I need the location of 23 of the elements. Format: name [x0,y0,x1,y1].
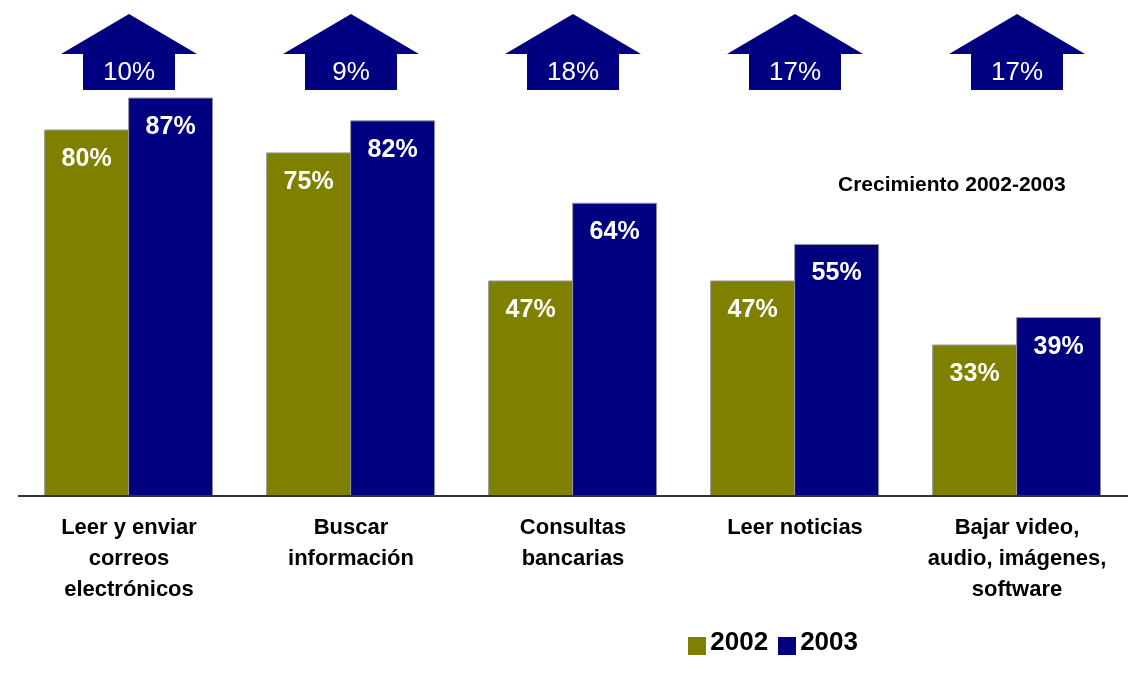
data-label: 75% [283,165,334,194]
legend-label: 2002 [710,626,769,656]
text: 9% [332,56,370,86]
data-label: 33% [949,358,1000,387]
x-tick-label: Leer noticias [727,514,863,539]
text: 18% [546,56,600,86]
data-label: 47% [505,293,556,322]
data-label: 64% [589,216,640,245]
data-label: 87% [145,111,196,139]
data-label: 82% [367,133,418,162]
x-tick-label: Consultas bancarias [519,514,627,570]
x-tick-label: Bajar video, audio, imágenes, software [927,514,1107,601]
x-tick-label: Leer y enviar correos electrónicos [61,514,198,601]
annotation: Crecimiento 2002-2003 [838,172,1066,196]
text: 17% [768,56,822,86]
legend-label: 2003 [800,626,858,656]
text: 10% [102,56,156,86]
data-label: 39% [1033,330,1084,359]
data-label: 47% [727,293,778,322]
data-label: 55% [811,257,862,286]
x-tick-label: Buscar información [288,514,414,570]
text: 17% [990,56,1044,86]
data-label: 80% [61,143,112,172]
